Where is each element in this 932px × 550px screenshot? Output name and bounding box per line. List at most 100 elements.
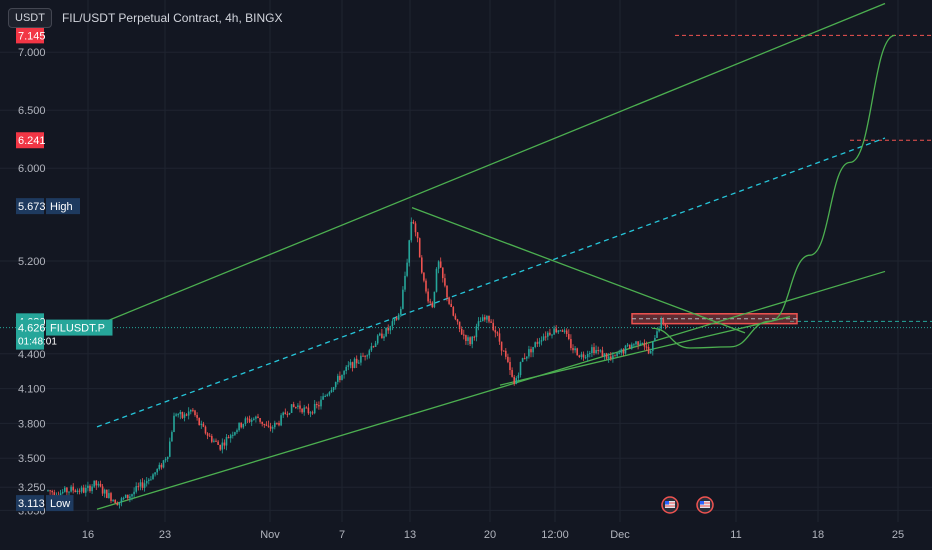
y-tick-label: 7.000 (18, 47, 46, 59)
candle-body (557, 330, 560, 333)
candle-body (578, 355, 581, 357)
resistance-zone[interactable] (631, 313, 798, 325)
currency-button[interactable]: USDT (8, 8, 52, 28)
us-flag-icon[interactable] (696, 496, 714, 514)
event-markers[interactable] (661, 496, 714, 514)
candle-body (431, 302, 434, 308)
price-tag-label: FILUSDT.P (50, 323, 105, 335)
candle-body (454, 315, 457, 320)
candle-body (635, 341, 637, 345)
price-label-box (16, 132, 44, 149)
candle-body (654, 337, 656, 342)
candle-body (397, 314, 400, 320)
candle-body (124, 494, 127, 498)
trendlines[interactable] (91, 2, 886, 510)
flag-field (700, 501, 710, 508)
price-axis[interactable]: 7.000 6.500 6.000 5.200 4.400 4.100 3.800 3.500… (18, 47, 46, 517)
candle-body (61, 491, 64, 494)
candle-body (227, 437, 230, 439)
candle-body (452, 307, 455, 316)
candle-body (597, 350, 599, 352)
candle-body (349, 362, 352, 366)
candle-body (647, 347, 650, 354)
candle-body (137, 486, 140, 488)
candle-body (458, 321, 461, 329)
candle-body (318, 405, 320, 407)
candle-body (208, 435, 211, 437)
candle-body (328, 392, 331, 395)
candle-body (47, 490, 49, 492)
x-tick-label: 20 (484, 529, 496, 541)
candle-body (131, 494, 133, 497)
candle-body (618, 352, 620, 354)
candle-body (259, 417, 261, 422)
candle-body (135, 486, 137, 492)
candle-body (660, 319, 662, 329)
candle-body (265, 424, 268, 426)
candle-body (89, 485, 91, 492)
x-tick-label: 18 (812, 529, 824, 541)
candle-body (97, 483, 100, 486)
candle-body (500, 341, 503, 351)
us-flag-icon[interactable] (661, 496, 679, 514)
y-tick-label: 5.200 (18, 256, 46, 268)
candle-body (601, 350, 604, 357)
x-tick-label: 11 (730, 529, 741, 541)
price-tag-box (46, 198, 80, 215)
candle-body (616, 352, 618, 356)
candle-body (641, 342, 644, 344)
time-axis[interactable]: 16 23 Nov 7 13 20 12:00 Dec 11 18 25 (82, 529, 904, 541)
candle-body (622, 349, 625, 354)
price-tag-label: Low (50, 498, 70, 510)
candle-body (187, 411, 190, 416)
candle-body (232, 434, 234, 436)
candle-body (628, 344, 631, 349)
candle-body (152, 474, 154, 480)
candle-body (173, 415, 175, 433)
candle-body (141, 482, 144, 488)
candle-body (528, 349, 530, 357)
candle-body (250, 419, 253, 422)
candle-body (213, 440, 215, 442)
candle-body (202, 423, 205, 427)
candle-body (593, 347, 595, 354)
candle-body (51, 491, 53, 493)
candle-body (490, 321, 492, 323)
candle-body (591, 347, 593, 354)
channel-upper (91, 2, 886, 328)
projection-curve[interactable] (651, 34, 896, 349)
candle-body (297, 405, 299, 407)
price-labels: 7.1456.2415.673High4.6804.62601:48:01FIL… (16, 27, 113, 512)
candle-body (368, 350, 371, 356)
candle-body (85, 487, 87, 493)
candle-body (255, 416, 257, 419)
candle-body (370, 346, 373, 351)
candle-body (610, 356, 612, 359)
candle-body (551, 334, 553, 336)
candle-body (612, 355, 614, 359)
candle-body (242, 423, 245, 428)
y-tick-label: 4.100 (18, 384, 46, 396)
candle-body (156, 469, 158, 473)
y-tick-label: 3.250 (18, 482, 46, 494)
candle-body (154, 472, 156, 475)
candle-body (509, 362, 511, 371)
candle-body (244, 418, 247, 424)
candle-body (93, 480, 95, 487)
candle-body (383, 336, 385, 339)
candle-body (236, 430, 238, 433)
horizontal-levels (0, 34, 932, 329)
candle-body (66, 487, 68, 493)
candle-body (603, 353, 606, 357)
candle-body (332, 387, 335, 391)
candle-body (589, 353, 591, 355)
x-tick-label: 25 (892, 529, 904, 541)
candle-body (91, 486, 93, 492)
candle-body (568, 333, 570, 340)
candle-body (106, 489, 108, 499)
candle-body (278, 422, 280, 426)
candle-body (72, 486, 74, 491)
candle-body (257, 416, 259, 418)
candle-body (200, 423, 203, 426)
